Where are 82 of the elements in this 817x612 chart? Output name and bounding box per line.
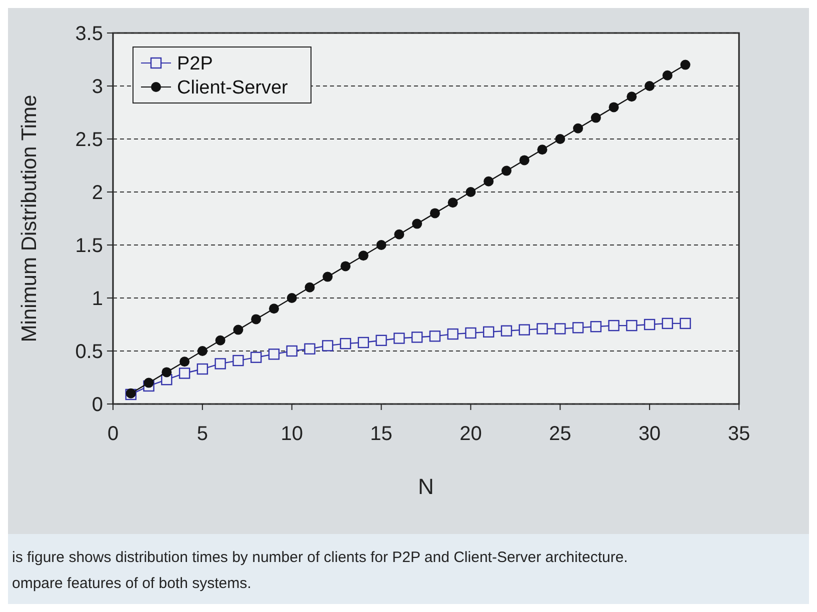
point [304,282,315,292]
point [232,354,244,366]
point [268,304,279,314]
text: ompare features of of both systems. [12,575,252,592]
point [590,321,602,332]
point [626,320,638,332]
point [376,334,387,346]
point [466,187,476,197]
point [250,352,262,363]
point [662,318,674,330]
point [214,358,226,370]
y-tick-label: 1 [92,288,103,310]
y-tick-label: 3.5 [75,23,103,45]
point [500,325,512,336]
point [662,70,672,80]
point [358,250,368,261]
point [340,261,351,272]
point [358,336,369,348]
point [590,112,601,123]
point [376,240,386,250]
point [626,92,637,102]
y-tick-label: 0.5 [75,341,103,363]
point [251,314,262,324]
x-tick-label: 5 [196,423,208,445]
point [680,60,690,70]
point [430,208,440,218]
point [644,318,656,330]
point [196,363,208,375]
point [197,346,208,356]
y-axis-title: Minimum Distribution Time [18,94,41,342]
point [322,340,334,352]
y-tick-label: 2 [92,182,103,204]
x-tick-label: 30 [638,423,661,445]
point [608,102,619,112]
point [680,318,691,330]
point [519,155,530,166]
x-axis-title: N [418,474,434,499]
point [286,293,297,303]
x-tick-label: 35 [728,423,750,445]
point [572,322,584,334]
point [180,356,190,367]
point [215,335,226,346]
point [555,134,566,144]
point [412,218,422,229]
point [484,176,494,186]
point [233,324,244,335]
x-tick-label: 15 [370,423,392,445]
y-tick-label: 2.5 [75,129,103,151]
point [411,332,423,343]
point [573,123,584,134]
point [304,343,316,354]
point [608,320,620,332]
y-tick-label: 1.5 [75,235,103,257]
point [322,272,333,282]
x-tick-label: 10 [280,423,303,445]
point [501,166,512,176]
point [429,330,441,342]
legend-label: Client-Server [177,78,289,99]
point [178,368,190,379]
point [447,328,458,340]
point [144,378,154,388]
x-tick-label: 25 [549,423,572,445]
point [483,326,494,338]
x-tick-label: 0 [107,423,119,445]
point [536,323,548,334]
point [340,338,352,350]
point [394,229,404,240]
legend-label: P2P [177,54,213,75]
point [465,327,476,339]
point [554,323,566,334]
y-tick-label: 0 [92,394,103,416]
point [518,324,530,336]
point [268,348,280,360]
text: is figure shows distribution times by number of clients for P2P and Client-Server architecture. [12,549,628,566]
point [394,332,405,344]
x-tick-label: 20 [460,423,482,445]
point [537,144,548,155]
point [644,81,655,91]
point [162,367,172,378]
point [286,345,298,357]
y-tick-label: 3 [92,76,103,98]
point [448,198,458,208]
